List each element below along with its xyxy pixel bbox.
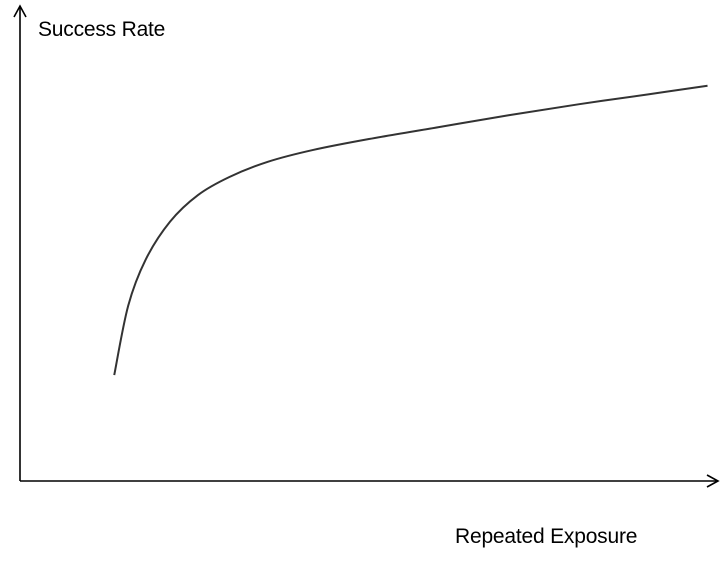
axes [13,4,720,488]
x-axis-arrowhead [706,474,720,488]
x-axis-label: Repeated Exposure [455,525,638,548]
y-axis-arrowhead [13,4,27,18]
y-axis-label: Success Rate [38,18,166,41]
series-line-0 [113,84,708,376]
series-layer [113,84,708,376]
